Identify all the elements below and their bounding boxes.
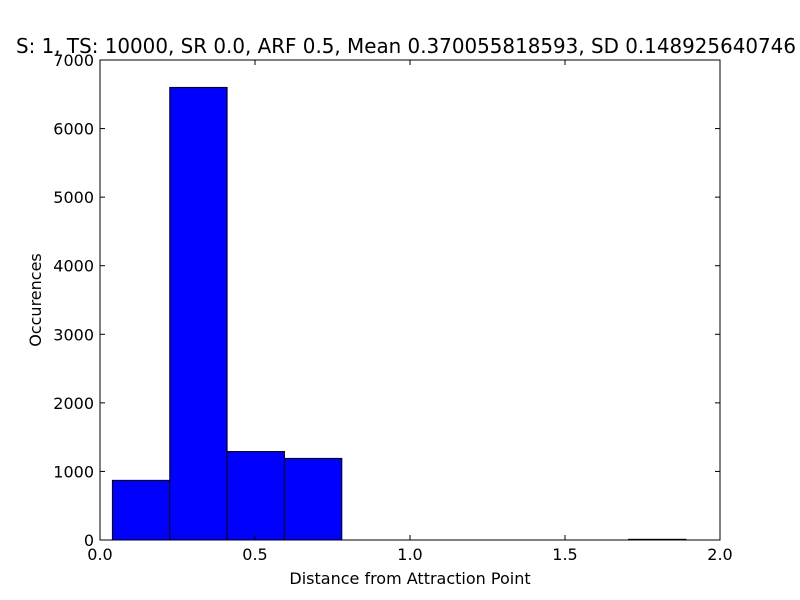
chart-title: S: 1, TS: 10000, SR 0.0, ARF 0.5, Mean 0… — [16, 34, 796, 58]
bars-group — [111, 86, 687, 541]
ticks-group: 0.0 0.5 1.0 1.5 2.0 0 1000 2000 3000 4000 5000 6000… — [53, 51, 732, 564]
y-tick-label: 0 — [84, 531, 94, 550]
x-tick-label: 1.0 — [397, 545, 422, 564]
y-tick-label: 1000 — [53, 462, 94, 481]
histogram-bar-2 — [226, 451, 285, 541]
x-tick-label: 1.5 — [552, 545, 577, 564]
x-tick-label: 0.5 — [242, 545, 267, 564]
y-tick-label: 4000 — [53, 257, 94, 276]
x-axis-label: Distance from Attraction Point — [289, 569, 530, 588]
y-tick-label: 2000 — [53, 394, 94, 413]
y-tick-label: 7000 — [53, 51, 94, 70]
x-tick-label: 2.0 — [707, 545, 732, 564]
y-tick-label: 5000 — [53, 188, 94, 207]
y-tick-label: 6000 — [53, 120, 94, 139]
histogram-bar-3 — [283, 457, 343, 541]
x-tick-label: 0.0 — [87, 545, 112, 564]
y-axis-label: Occurences — [26, 253, 45, 347]
y-tick-label: 3000 — [53, 325, 94, 344]
histogram-bar-1 — [169, 86, 228, 541]
histogram-bar-0 — [111, 479, 171, 541]
plot-area-frame — [99, 59, 721, 541]
